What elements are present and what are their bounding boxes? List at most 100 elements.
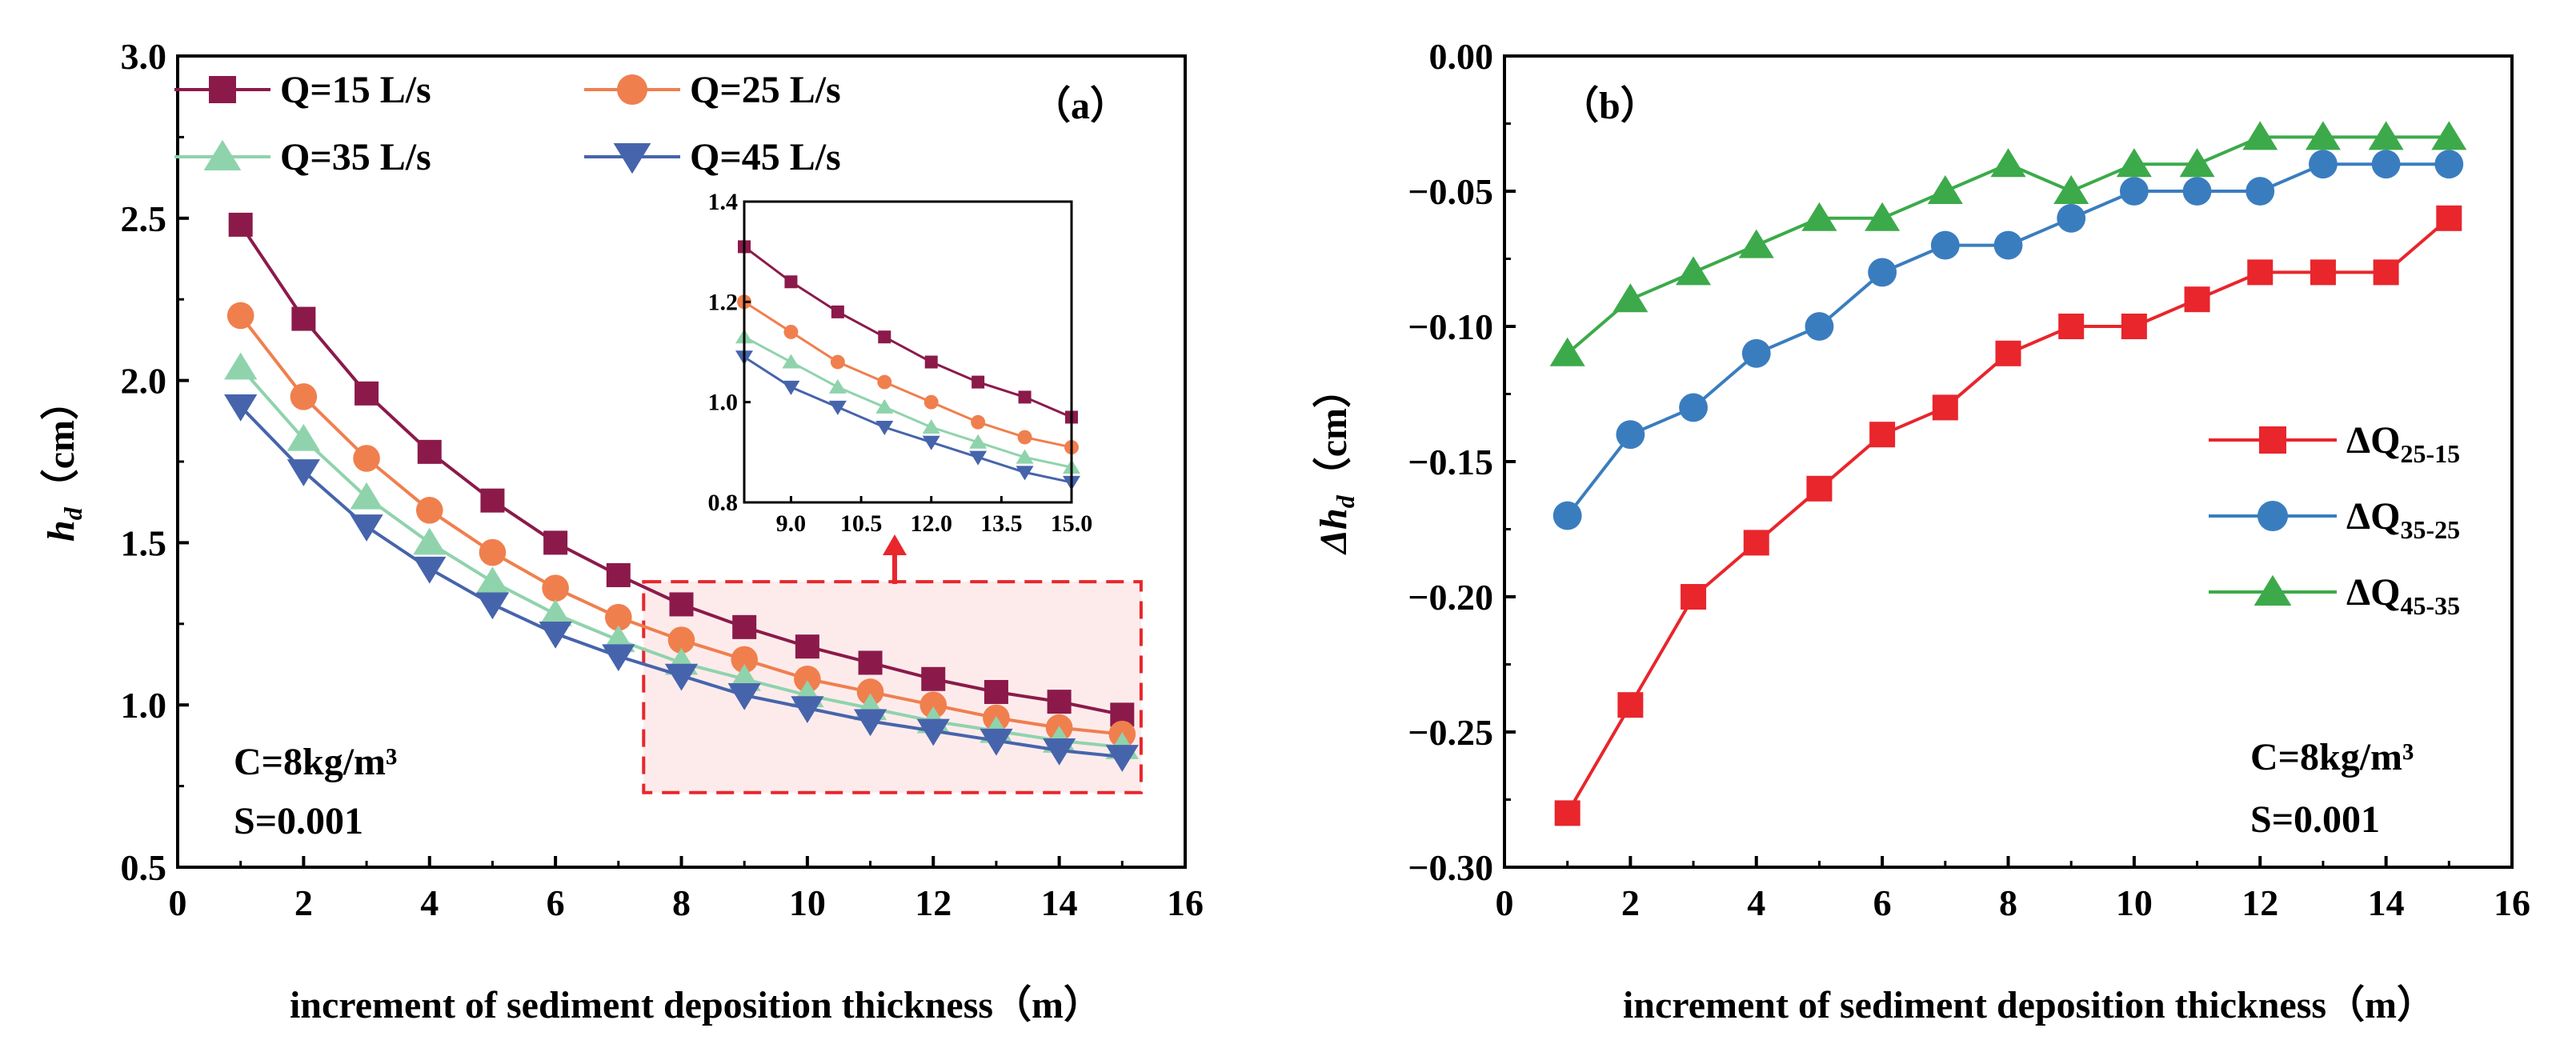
data-point xyxy=(669,592,694,617)
data-point xyxy=(2242,121,2278,150)
data-point xyxy=(228,212,253,237)
data-point xyxy=(2119,177,2149,206)
legend-item: Q=45 L/s xyxy=(584,136,841,178)
data-point xyxy=(413,527,447,555)
x-tick-label: 4 xyxy=(1747,882,1765,923)
legend-marker xyxy=(2259,426,2286,454)
data-point xyxy=(224,394,258,422)
data-point xyxy=(794,665,821,693)
data-point xyxy=(290,383,318,410)
data-point xyxy=(353,445,380,472)
data-point xyxy=(667,626,695,654)
x-tick-label: 14 xyxy=(2368,882,2405,923)
legend-item: Q=25 L/s xyxy=(584,69,841,111)
legend-label: ΔQ25-15 xyxy=(2346,419,2460,468)
data-point xyxy=(1993,230,2023,260)
inset-data-point xyxy=(969,450,988,466)
data-point xyxy=(1679,393,1708,422)
data-point xyxy=(1806,475,1833,502)
data-point xyxy=(291,306,316,331)
inset-series-line xyxy=(743,301,1072,449)
legend-item: ΔQ45-35 xyxy=(2209,571,2460,620)
data-point xyxy=(1554,800,1580,826)
data-point xyxy=(2121,314,2147,339)
data-point xyxy=(1043,738,1076,766)
data-point xyxy=(1105,745,1139,772)
panel-label-a: （a） xyxy=(1032,85,1128,127)
data-point xyxy=(480,488,505,513)
panel-a: 0 2 4 6 8 10 12 14 16 0.5 1.0 1.5 2.0 2.5 3.0 increment… xyxy=(40,36,1204,1026)
data-point xyxy=(2245,177,2275,206)
data-point xyxy=(727,683,761,710)
data-point xyxy=(2371,150,2401,179)
inset-data-point xyxy=(1016,466,1034,481)
data-point xyxy=(1047,690,1072,714)
y-axis-label: hd（cm） xyxy=(40,382,87,542)
data-point xyxy=(664,663,699,691)
inset-frame xyxy=(743,200,1073,504)
inset-x-tick-label: 15.0 xyxy=(1051,510,1093,537)
data-point xyxy=(2431,121,2467,150)
data-point xyxy=(1617,692,1644,718)
x-tick-label: 8 xyxy=(672,882,691,923)
data-point xyxy=(2309,150,2338,179)
data-point xyxy=(1738,229,1774,258)
legend-label: ΔQ35-25 xyxy=(2346,495,2460,544)
inset-background xyxy=(744,202,1072,502)
inset-y-tick-label: 1.2 xyxy=(708,289,739,315)
x-tick-label: 12 xyxy=(915,882,951,923)
data-point xyxy=(2058,314,2085,339)
inset-data-point xyxy=(877,374,892,390)
data-point xyxy=(539,621,572,649)
legend-label: Q=45 L/s xyxy=(690,136,841,178)
x-tick-label: 8 xyxy=(1999,882,2017,923)
legend-marker xyxy=(2253,574,2292,606)
inset-data-point xyxy=(830,354,845,370)
y-axis-label: Δhd（cm） xyxy=(1312,370,1360,555)
data-point xyxy=(605,603,632,631)
legend-item: ΔQ35-25 xyxy=(2209,495,2460,544)
data-point xyxy=(542,574,569,602)
series-dq-35-25 xyxy=(1552,150,2464,530)
annotation-slope: S=0.001 xyxy=(234,800,363,842)
y-tick-label: −0.30 xyxy=(1408,847,1493,888)
annotation-slope: S=0.001 xyxy=(2250,798,2380,841)
data-point xyxy=(919,691,947,718)
y-tick-label: 2.0 xyxy=(121,361,167,402)
inset-data-point xyxy=(1018,390,1032,404)
data-point xyxy=(2368,121,2404,150)
x-tick-label: 16 xyxy=(2494,882,2530,923)
data-point xyxy=(2184,286,2210,313)
inset-x-tick-label: 10.5 xyxy=(840,510,883,537)
data-point xyxy=(980,728,1013,756)
data-point xyxy=(2053,175,2089,204)
data-point xyxy=(224,352,258,380)
data-point xyxy=(1932,394,1958,421)
data-point xyxy=(2434,150,2464,179)
panel-b: 0 2 4 6 8 10 12 14 16 0.00 −0.05 −0.10 −0.15 −0.20 −0.… xyxy=(1312,36,2530,1026)
inset-data-point xyxy=(972,375,985,389)
legend-marker xyxy=(613,143,651,174)
y-tick-label: −0.25 xyxy=(1408,712,1493,753)
inset-data-point xyxy=(783,324,799,339)
legend-marker xyxy=(203,139,242,170)
data-point xyxy=(856,678,884,706)
y-tick-label: −0.20 xyxy=(1408,577,1493,618)
data-point xyxy=(1616,420,1645,450)
legend-label: Q=25 L/s xyxy=(690,69,841,111)
y-tick-label: −0.10 xyxy=(1408,306,1493,347)
y-tick-label: −0.05 xyxy=(1408,171,1493,212)
annotation-concentration: C=8kg/m³ xyxy=(2250,736,2414,778)
data-point xyxy=(984,679,1008,704)
data-point xyxy=(731,646,758,674)
y-tick-label: −0.15 xyxy=(1408,442,1493,482)
data-point xyxy=(475,566,510,594)
y-tick-label: 2.5 xyxy=(121,198,167,239)
annotation-concentration: C=8kg/m³ xyxy=(234,741,397,783)
inset-series xyxy=(737,294,1079,455)
series-q-15-l-s xyxy=(228,212,1135,727)
data-point xyxy=(2305,121,2341,150)
data-point xyxy=(1868,258,1897,287)
inset-data-point xyxy=(782,354,800,369)
legend-label: Q=15 L/s xyxy=(280,69,431,111)
